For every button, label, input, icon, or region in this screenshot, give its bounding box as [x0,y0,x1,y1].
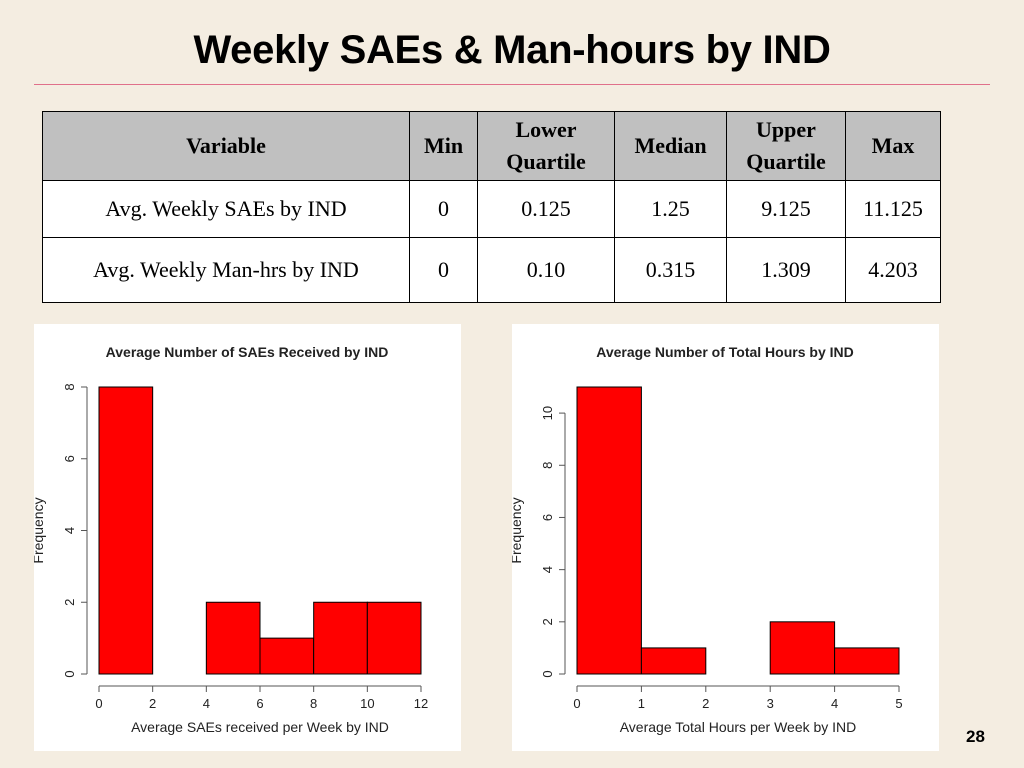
chart-title: Average Number of SAEs Received by IND [106,344,389,360]
cell-variable: Avg. Weekly Man-hrs by IND [42,237,410,303]
hours-histogram-panel: Average Number of Total Hours by IND 0 1 2 3… [512,324,939,751]
x-tick-label: 8 [310,696,317,711]
header-lower-quartile-line-1: Lower [515,117,577,142]
histogram-bar [640,647,707,675]
slide-title: Weekly SAEs & Man-hours by IND [193,28,831,72]
x-tick-label: 12 [414,696,428,711]
y-tick-label: 0 [540,670,555,677]
x-tick-label: 1 [638,696,645,711]
x-tick-label: 10 [360,696,374,711]
header-min: Min [409,111,478,181]
x-tick-label: 0 [573,696,580,711]
header-variable: Variable [42,111,410,181]
x-tick-label: 6 [256,696,263,711]
chart-title: Average Number of Total Hours by IND [596,344,853,360]
histogram-bar [366,601,422,675]
y-tick-label: 4 [62,527,77,534]
y-tick-label: 2 [62,599,77,606]
sae-histogram-panel: Average Number of SAEs Received by IND 0 2… [34,324,461,751]
sae-histogram: Average Number of SAEs Received by IND 0 2… [34,344,428,735]
y-tick-label: 6 [62,455,77,462]
header-lower-quartile-line-2: Quartile [506,149,586,174]
cell-max: 4.203 [845,237,941,303]
cell-lower-quartile: 0.10 [477,237,615,303]
y-tick-label: 0 [62,670,77,677]
y-tick-label: 2 [540,618,555,625]
x-tick-label: 5 [895,696,902,711]
page-number: 28 [966,727,985,746]
cell-median: 1.25 [614,180,727,238]
table-header-row: Variable Min Lower Quartile Median Upper… [42,111,941,181]
x-axis-label: Average SAEs received per Week by IND [131,719,389,735]
hours-histogram: Average Number of Total Hours by IND 0 1 2 3… [512,344,903,735]
table-row: Avg. Weekly Man-hrs by IND 0 0.10 0.315 … [42,237,941,303]
header-max: Max [845,111,941,181]
cell-upper-quartile: 9.125 [726,180,846,238]
x-tick-label: 3 [767,696,774,711]
summary-statistics-table: Variable Min Lower Quartile Median Upper… [42,111,941,303]
title-divider [34,84,990,85]
y-tick-label: 10 [540,406,555,420]
histogram-bar [769,621,836,675]
y-tick-label: 8 [62,383,77,390]
histogram-bar [205,601,261,675]
y-tick-label: 4 [540,566,555,573]
x-tick-label: 0 [95,696,102,711]
cell-variable: Avg. Weekly SAEs by IND [42,180,410,238]
x-axis-label: Average Total Hours per Week by IND [620,719,857,735]
y-axis-label: Frequency [34,497,46,563]
cell-upper-quartile: 1.309 [726,237,846,303]
cell-lower-quartile: 0.125 [477,180,615,238]
y-axis-label: Frequency [512,497,524,563]
cell-median: 0.315 [614,237,727,303]
cell-min: 0 [409,180,478,238]
header-lower-quartile: Lower Quartile [477,111,615,181]
x-tick-label: 4 [831,696,838,711]
header-median: Median [614,111,727,181]
x-tick-label: 4 [203,696,210,711]
cell-min: 0 [409,237,478,303]
header-upper-quartile-line-1: Upper [756,117,816,142]
y-tick-label: 6 [540,514,555,521]
histogram-bar [313,601,368,675]
cell-max: 11.125 [845,180,941,238]
header-upper-quartile: Upper Quartile [726,111,846,181]
histogram-bar [98,386,154,675]
histogram-bar [834,647,900,675]
y-tick-label: 8 [540,462,555,469]
table-row: Avg. Weekly SAEs by IND 0 0.125 1.25 9.1… [42,180,941,238]
header-upper-quartile-line-2: Quartile [746,149,826,174]
histogram-bar [259,637,315,675]
x-tick-label: 2 [149,696,156,711]
x-tick-label: 2 [702,696,709,711]
histogram-bar [576,386,642,675]
